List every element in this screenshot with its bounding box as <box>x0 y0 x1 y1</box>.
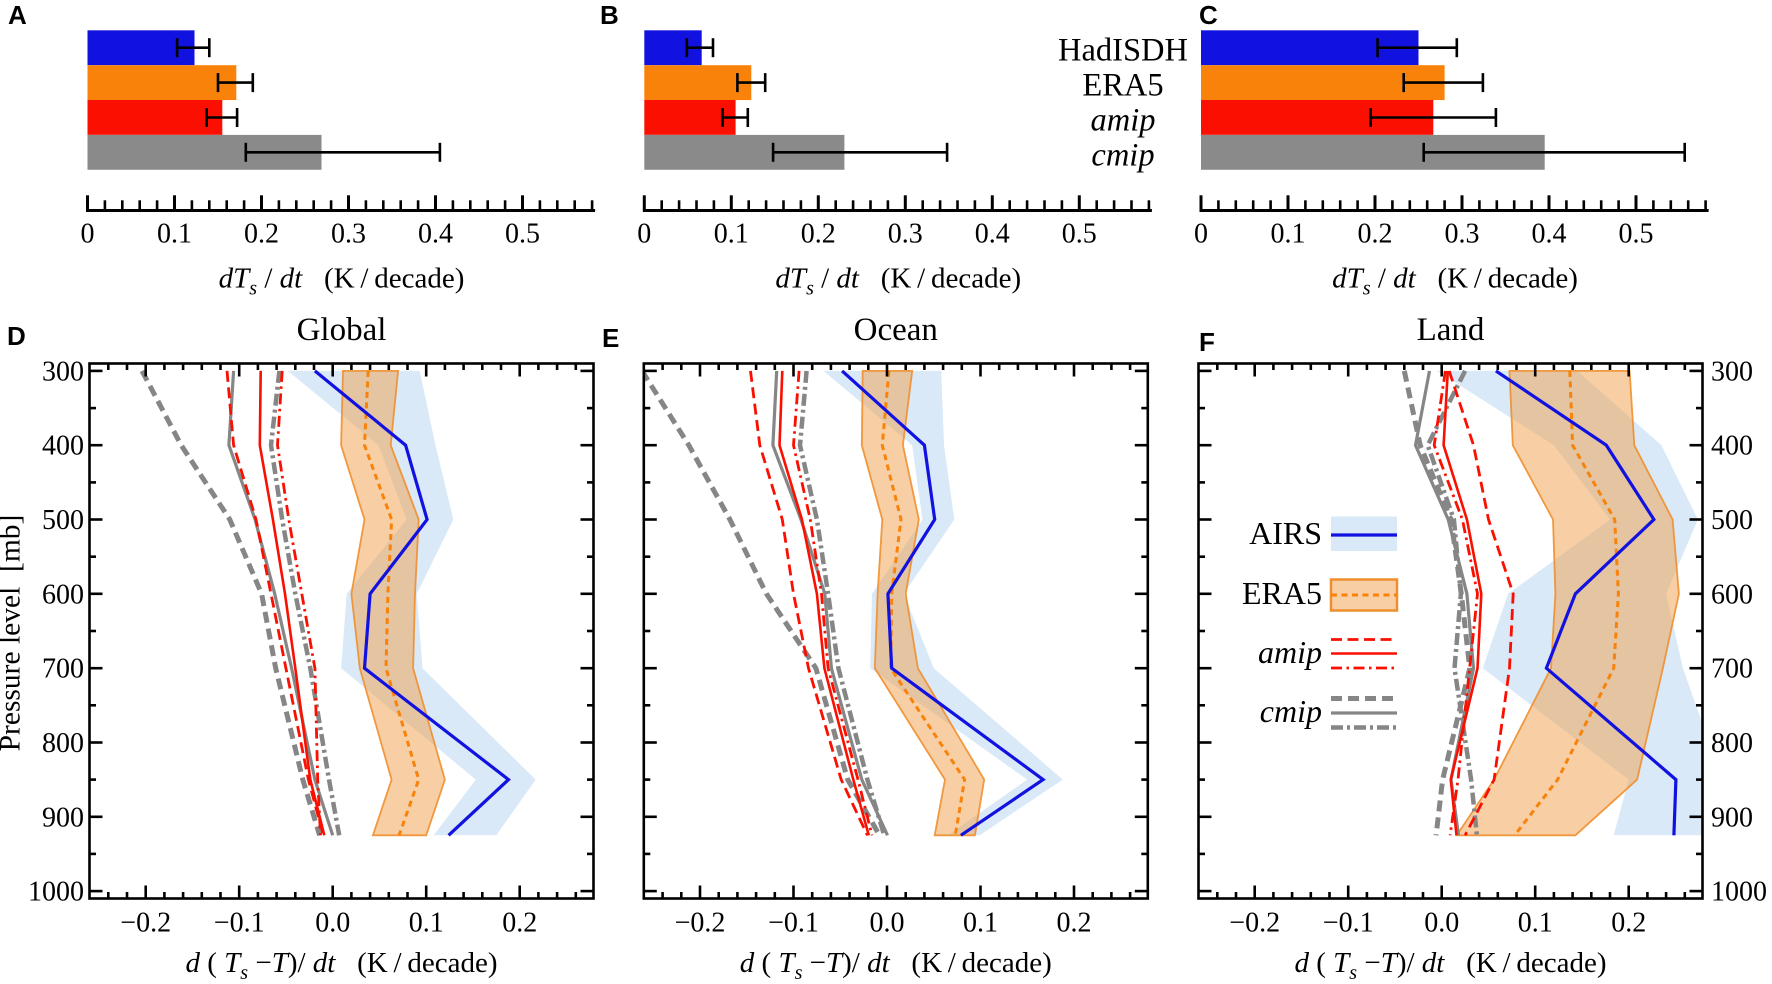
svg-text:amip: amip <box>1091 103 1156 139</box>
svg-text:600: 600 <box>42 579 84 610</box>
svg-text:−0.2: −0.2 <box>1229 908 1280 939</box>
svg-text:E: E <box>602 323 619 353</box>
svg-text:d ( Ts −T)/ dt (K / decade): d ( Ts −T)/ dt (K / decade) <box>1294 947 1606 984</box>
svg-text:600: 600 <box>1711 579 1753 610</box>
svg-text:0.2: 0.2 <box>244 219 279 250</box>
svg-text:0.1: 0.1 <box>409 908 444 939</box>
svg-text:C: C <box>1199 0 1218 30</box>
svg-text:0.5: 0.5 <box>1062 219 1097 250</box>
svg-text:−0.1: −0.1 <box>1323 908 1374 939</box>
svg-text:Global: Global <box>297 312 387 348</box>
svg-text:400: 400 <box>42 431 84 462</box>
svg-text:300: 300 <box>42 356 84 387</box>
svg-text:dTs / dt (K / decade): dTs / dt (K / decade) <box>775 263 1021 300</box>
svg-text:HadISDH: HadISDH <box>1058 33 1188 69</box>
svg-text:dTs / dt (K / decade): dTs / dt (K / decade) <box>1332 263 1578 300</box>
svg-text:0.1: 0.1 <box>963 908 998 939</box>
svg-text:0.1: 0.1 <box>714 219 749 250</box>
svg-text:0.5: 0.5 <box>1619 219 1654 250</box>
svg-text:0.2: 0.2 <box>801 219 836 250</box>
svg-text:0.0: 0.0 <box>315 908 350 939</box>
svg-text:0.3: 0.3 <box>1445 219 1480 250</box>
svg-text:0.5: 0.5 <box>505 219 540 250</box>
svg-text:0.1: 0.1 <box>157 219 192 250</box>
svg-text:0.4: 0.4 <box>418 219 453 250</box>
svg-text:ERA5: ERA5 <box>1082 68 1163 104</box>
svg-text:0: 0 <box>1194 219 1208 250</box>
svg-text:amip: amip <box>1258 634 1322 670</box>
svg-text:900: 900 <box>1711 802 1753 833</box>
svg-text:Land: Land <box>1417 312 1485 348</box>
svg-text:500: 500 <box>1711 505 1753 536</box>
svg-text:700: 700 <box>1711 654 1753 685</box>
svg-text:F: F <box>1199 327 1215 357</box>
svg-text:300: 300 <box>1711 356 1753 387</box>
svg-text:−0.2: −0.2 <box>675 908 726 939</box>
svg-text:0.1: 0.1 <box>1271 219 1306 250</box>
svg-text:cmip: cmip <box>1091 137 1154 173</box>
svg-text:500: 500 <box>42 505 84 536</box>
svg-text:Ocean: Ocean <box>854 312 938 348</box>
svg-text:−0.2: −0.2 <box>120 908 171 939</box>
svg-text:0.4: 0.4 <box>975 219 1010 250</box>
svg-text:d ( Ts −T)/ dt (K / decade): d ( Ts −T)/ dt (K / decade) <box>185 947 497 984</box>
svg-text:900: 900 <box>42 802 84 833</box>
svg-text:B: B <box>600 0 619 30</box>
svg-text:D: D <box>7 321 26 351</box>
svg-text:0.3: 0.3 <box>331 219 366 250</box>
svg-text:0: 0 <box>637 219 651 250</box>
svg-text:0.2: 0.2 <box>1057 908 1092 939</box>
svg-text:dTs / dt (K / decade): dTs / dt (K / decade) <box>219 263 465 300</box>
svg-text:0.0: 0.0 <box>870 908 905 939</box>
svg-text:0.3: 0.3 <box>888 219 923 250</box>
svg-text:800: 800 <box>1711 728 1753 759</box>
svg-text:cmip: cmip <box>1260 693 1322 729</box>
svg-text:AIRS: AIRS <box>1249 515 1322 551</box>
svg-text:Pressure level [mb]: Pressure level [mb] <box>0 515 27 752</box>
svg-text:0.2: 0.2 <box>502 908 537 939</box>
svg-text:0: 0 <box>81 219 95 250</box>
svg-text:700: 700 <box>42 654 84 685</box>
svg-text:−0.1: −0.1 <box>768 908 819 939</box>
svg-text:0.2: 0.2 <box>1358 219 1393 250</box>
svg-text:A: A <box>8 0 27 30</box>
svg-text:1000: 1000 <box>28 877 84 908</box>
svg-text:0.2: 0.2 <box>1611 908 1646 939</box>
svg-text:ERA5: ERA5 <box>1242 575 1322 611</box>
svg-text:1000: 1000 <box>1711 877 1767 908</box>
svg-text:0.1: 0.1 <box>1518 908 1553 939</box>
svg-text:400: 400 <box>1711 431 1753 462</box>
svg-text:d ( Ts −T)/ dt (K / decade): d ( Ts −T)/ dt (K / decade) <box>740 947 1052 984</box>
svg-text:0.4: 0.4 <box>1532 219 1567 250</box>
svg-text:800: 800 <box>42 728 84 759</box>
svg-text:0.0: 0.0 <box>1424 908 1459 939</box>
svg-text:−0.1: −0.1 <box>214 908 265 939</box>
